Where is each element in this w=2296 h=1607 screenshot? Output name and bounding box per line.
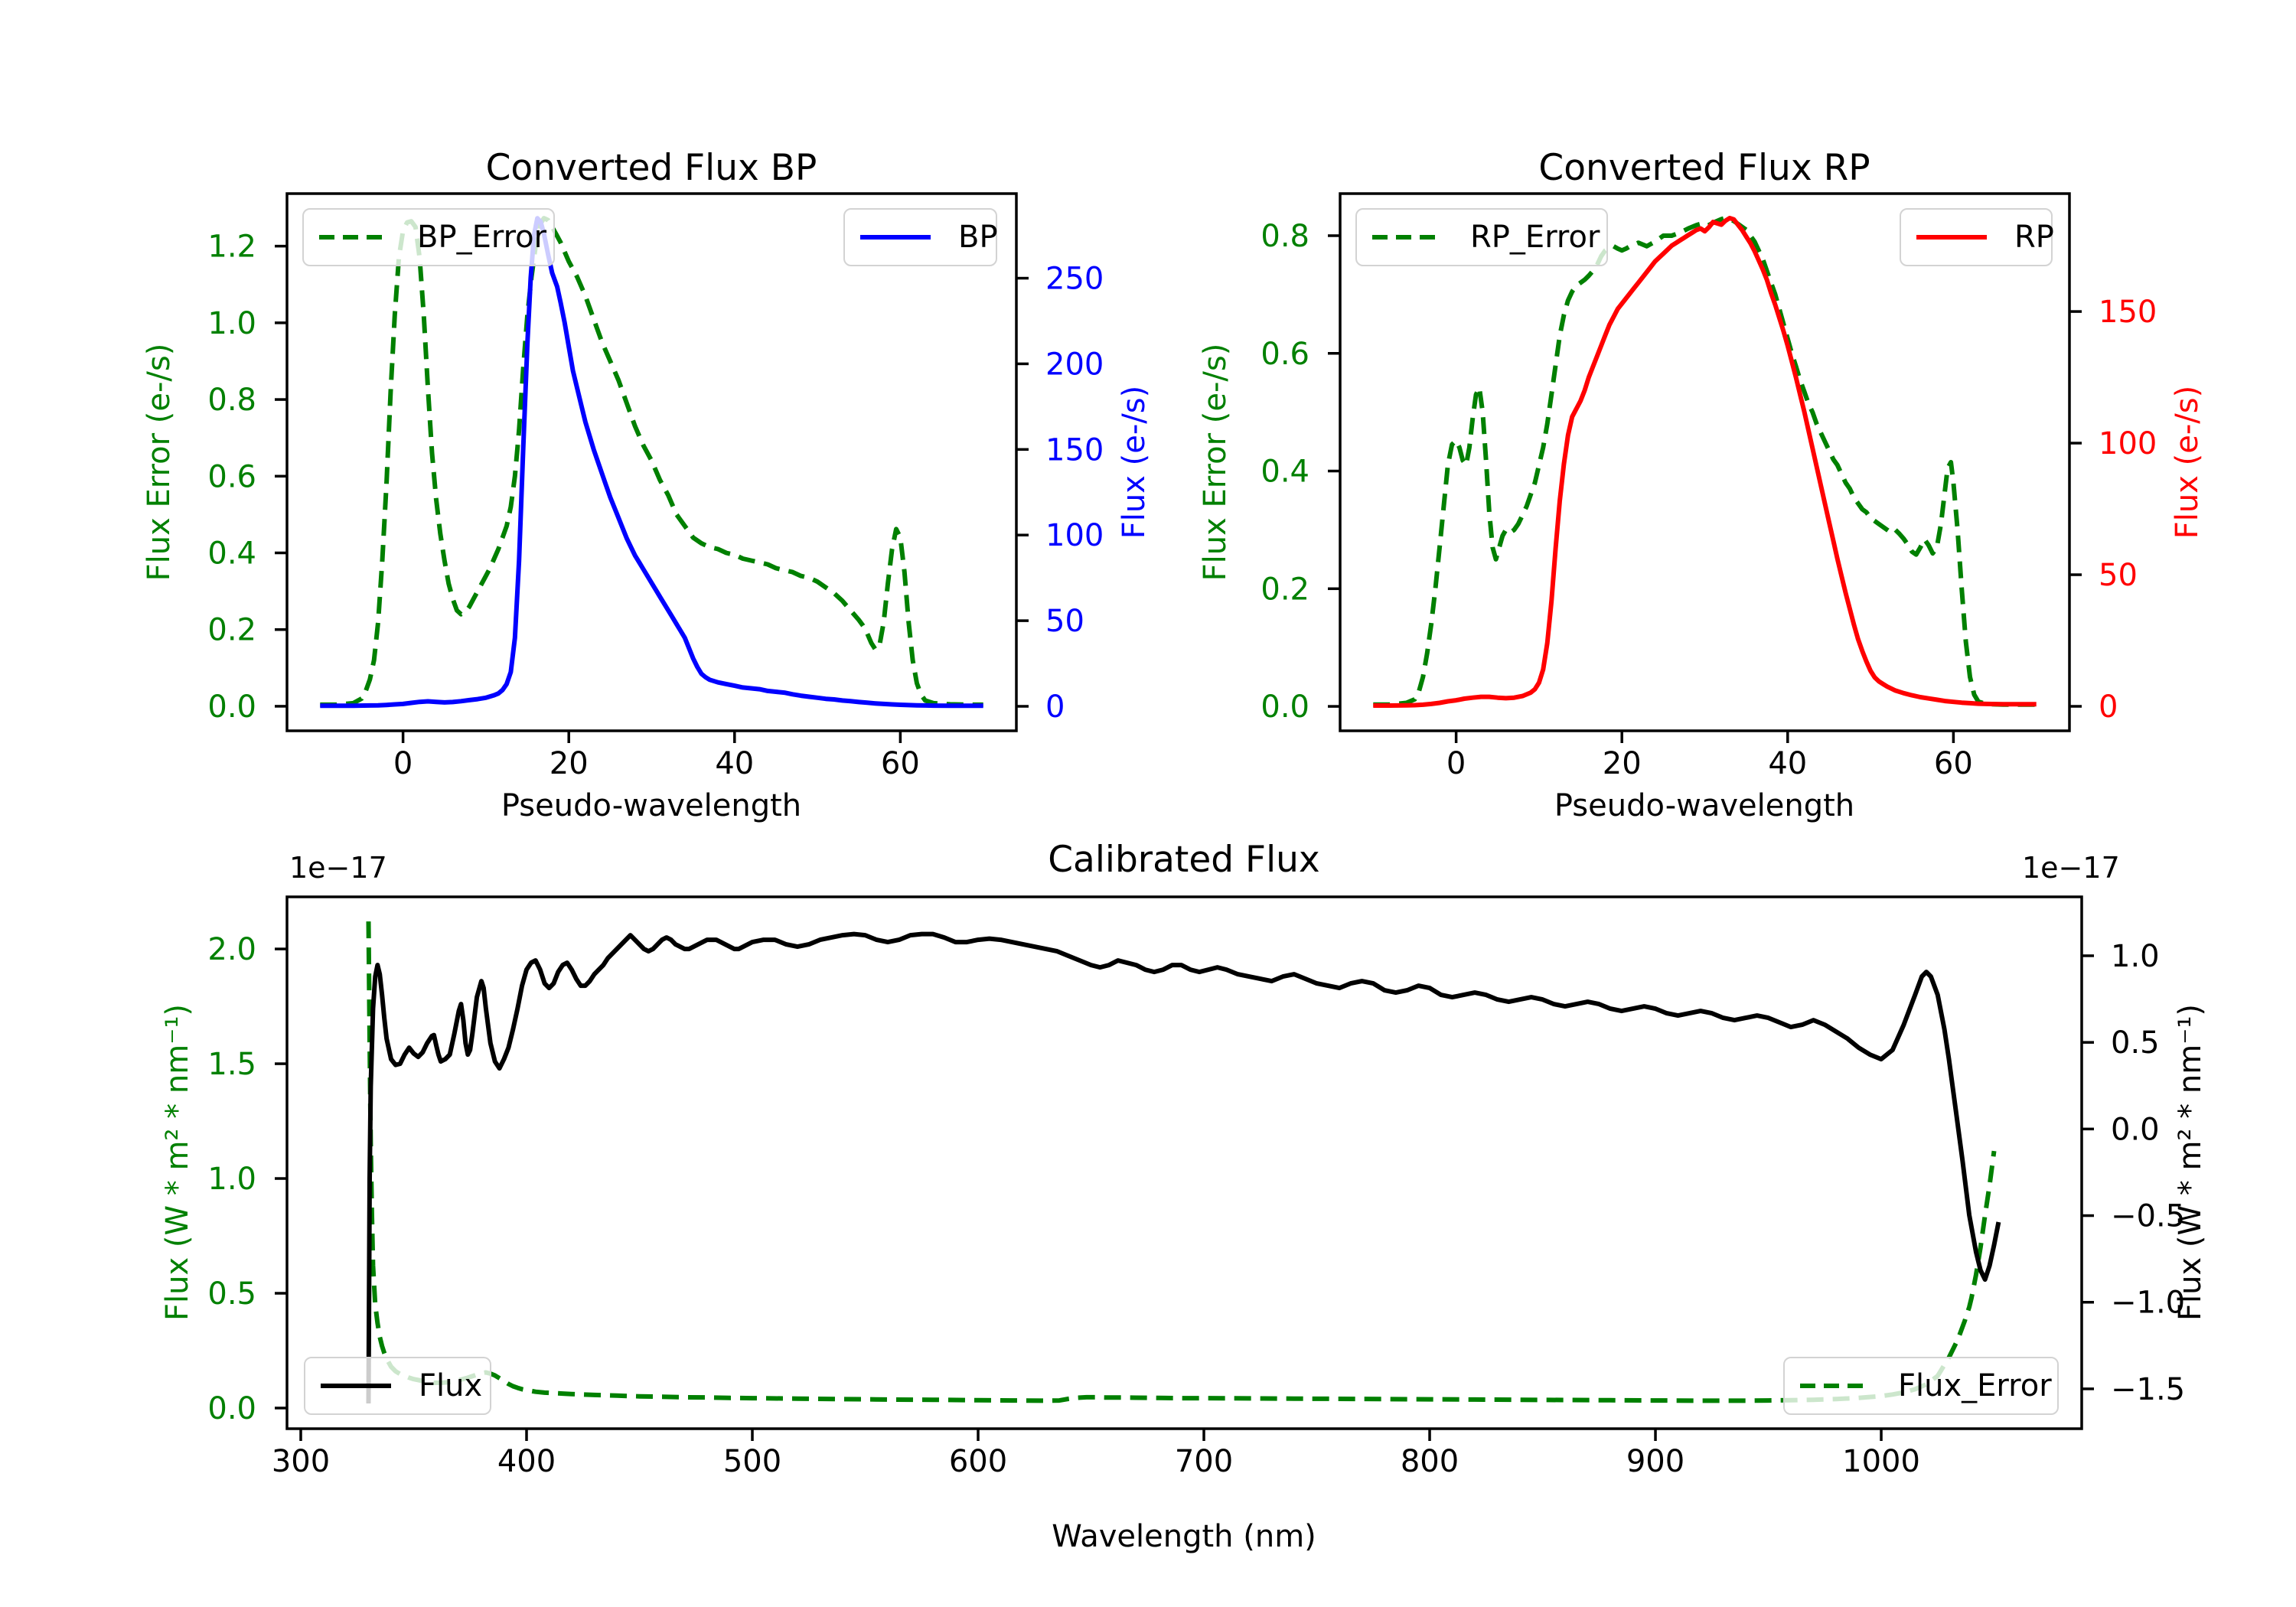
plot-title-rp: Converted Flux RP (1538, 147, 1870, 189)
y-tick-label-right: 200 (1045, 347, 1104, 382)
y-axis-label-rp-flux: Flux (e-/s) (2170, 385, 2205, 539)
axes-box (285, 192, 1018, 732)
y-tick-label-left: 0.6 (1261, 337, 1309, 372)
axes-box (285, 895, 2083, 1430)
y-axis-label-calibrated-right: Flux (W * m² * nm⁻¹) (2173, 1004, 2208, 1321)
x-tick-label: 0 (1446, 746, 1466, 781)
x-tick-label: 0 (393, 746, 413, 781)
y-tick-label-right: 0 (1045, 689, 1065, 725)
rp-curve (1373, 216, 2037, 708)
x-tick-label: 60 (1934, 746, 1973, 781)
x-tick-label: 700 (1175, 1444, 1233, 1479)
legend-line-flux-error (1800, 1384, 1870, 1388)
y-tick-label-left: 0.8 (1261, 219, 1309, 254)
legend-label-bp: BP (958, 220, 998, 255)
plot-title-calibrated: Calibrated Flux (1048, 839, 1320, 881)
y-tick-label-left: 1.0 (207, 1162, 256, 1197)
y-tick-label-right: 50 (1045, 604, 1084, 639)
x-tick-label: 900 (1626, 1444, 1684, 1479)
x-tick-label: 800 (1401, 1444, 1459, 1479)
y-tick-label-left: 0.0 (207, 689, 256, 725)
y-axis-label-bp-flux: Flux (e-/s) (1117, 385, 1152, 539)
legend-line-flux (321, 1384, 391, 1388)
x-axis-label-bp: Pseudo-wavelength (501, 788, 802, 823)
legend-line-rp (1916, 235, 1987, 240)
x-tick-label: 500 (723, 1444, 781, 1479)
legend-rp: RP (1900, 208, 2054, 266)
y-tick-label-right: 150 (2099, 295, 2157, 330)
y-tick-label-left: 0.6 (207, 459, 256, 494)
y-tick-label-left: 0.0 (207, 1391, 256, 1426)
y-tick-label-right: 0.5 (2111, 1025, 2160, 1061)
y-tick-label-left: 0.2 (1261, 572, 1309, 607)
y-tick-label-right: 0 (2099, 689, 2118, 725)
y-tick-label-left: 0.5 (207, 1276, 256, 1312)
y-axis-label-rp-error: Flux Error (e-/s) (1198, 343, 1233, 582)
legend-flux-error: Flux_Error (1783, 1357, 2059, 1415)
y-tick-label-right: 50 (2099, 558, 2138, 593)
offset-text-left: 1e−17 (289, 851, 387, 885)
x-tick-label: 20 (550, 746, 589, 781)
legend-label-flux: Flux (419, 1368, 483, 1403)
y-tick-label-left: 1.0 (207, 306, 256, 341)
flux-curve (366, 931, 2001, 1404)
x-tick-label: 20 (1603, 746, 1642, 781)
offset-text-right: 1e−17 (2022, 851, 2120, 885)
y-tick-label-left: 0.0 (1261, 689, 1309, 725)
x-tick-label: 60 (881, 746, 920, 781)
y-tick-label-left: 1.5 (207, 1047, 256, 1082)
x-tick-label: 400 (497, 1444, 556, 1479)
y-tick-label-left: 2.0 (207, 932, 256, 967)
y-tick-label-left: 1.2 (207, 230, 256, 265)
y-tick-label-right: −1.5 (2111, 1372, 2185, 1407)
x-tick-label: 1000 (1842, 1444, 1920, 1479)
x-axis-label-rp: Pseudo-wavelength (1554, 788, 1855, 823)
legend-bp-error: BP_Error (302, 208, 555, 266)
x-axis-label-calibrated: Wavelength (nm) (1052, 1519, 1316, 1554)
y-tick-label-right: 150 (1045, 432, 1104, 468)
legend-line-bp (860, 235, 931, 240)
legend-label-rp-error: RP_Error (1470, 220, 1600, 255)
y-axis-label-bp-error: Flux Error (e-/s) (142, 343, 177, 582)
legend-rp-error: RP_Error (1355, 208, 1608, 266)
flux-error-curve (366, 921, 1997, 1403)
y-axis-label-calibrated-left: Flux (W * m² * nm⁻¹) (160, 1004, 195, 1321)
legend-label-bp-error: BP_Error (417, 220, 547, 255)
y-tick-label-left: 0.4 (207, 536, 256, 572)
legend-bp: BP (843, 208, 998, 266)
bp-curve (320, 216, 983, 709)
axes-box (1339, 192, 2071, 732)
x-tick-label: 40 (1768, 746, 1807, 781)
legend-label-flux-error: Flux_Error (1898, 1368, 2052, 1403)
y-tick-label-left: 0.2 (207, 613, 256, 648)
legend-line-rp-error (1372, 235, 1443, 240)
legend-line-bp-error (319, 235, 390, 240)
legend-label-rp: RP (2014, 220, 2054, 255)
bp-error-curve (320, 216, 983, 707)
legend-flux: Flux (304, 1357, 491, 1415)
x-tick-label: 600 (949, 1444, 1007, 1479)
y-tick-label-right: 0.0 (2111, 1112, 2160, 1147)
y-tick-label-right: 100 (1045, 518, 1104, 553)
plot-title-bp: Converted Flux BP (485, 147, 817, 189)
y-tick-label-left: 0.8 (207, 383, 256, 418)
x-tick-label: 40 (715, 746, 754, 781)
y-tick-label-right: 1.0 (2111, 939, 2160, 974)
rp-error-curve (1373, 215, 2037, 707)
x-tick-label: 300 (272, 1444, 330, 1479)
y-tick-label-left: 0.4 (1261, 455, 1309, 490)
y-tick-label-right: 250 (1045, 262, 1104, 297)
y-tick-label-right: 100 (2099, 426, 2157, 461)
